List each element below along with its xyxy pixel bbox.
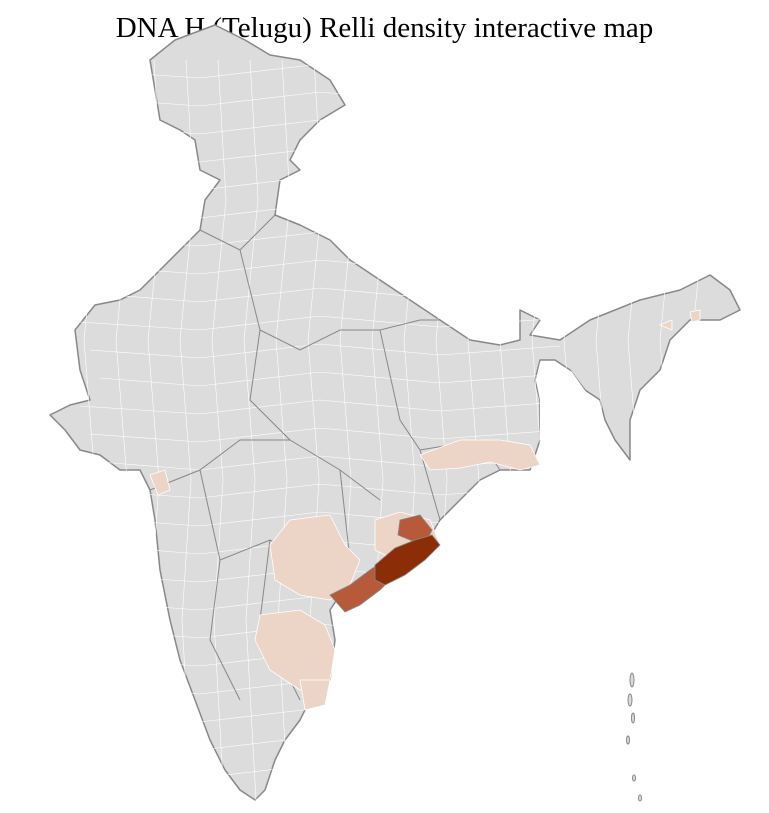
district-density-low[interactable]: [149, 469, 171, 496]
district-density-low[interactable]: [689, 309, 701, 323]
district-border: [89, 763, 561, 779]
district-border: [89, 343, 561, 359]
island[interactable]: [631, 712, 635, 724]
district-border: [563, 59, 579, 801]
state-border: [249, 329, 291, 441]
district-density-high[interactable]: [374, 534, 441, 586]
district-border: [243, 59, 259, 801]
district-border: [79, 399, 561, 415]
district-border: [691, 59, 707, 801]
district-border: [659, 59, 675, 801]
district-border: [79, 483, 561, 499]
district-border: [627, 59, 643, 801]
district-density-low[interactable]: [299, 679, 331, 711]
district-border: [89, 259, 561, 275]
state-border: [379, 329, 441, 521]
district-border: [89, 511, 561, 527]
district-border: [99, 119, 561, 135]
district-border: [371, 59, 387, 801]
district-border: [99, 287, 561, 303]
district-border: [115, 59, 131, 801]
district-border: [179, 59, 195, 801]
district-border: [79, 231, 561, 247]
district-borders: [79, 59, 707, 801]
island[interactable]: [632, 774, 636, 782]
district-border: [99, 203, 561, 219]
district-border: [89, 91, 561, 107]
district-border: [595, 59, 611, 801]
district-border: [79, 147, 561, 163]
island[interactable]: [627, 693, 633, 707]
island[interactable]: [638, 794, 642, 802]
district-border: [211, 59, 227, 801]
district-border: [83, 59, 99, 801]
district-border: [79, 63, 561, 79]
district-density-low[interactable]: [419, 439, 541, 471]
bangladesh-gap: [536, 362, 598, 450]
district-border: [89, 175, 561, 191]
district-border: [499, 59, 515, 801]
district-border: [99, 371, 561, 387]
state-border: [149, 439, 381, 501]
district-border: [403, 59, 419, 801]
district-border: [531, 59, 547, 801]
india-outline[interactable]: [49, 24, 741, 801]
island[interactable]: [626, 735, 630, 745]
district-border: [147, 59, 163, 801]
district-density-low[interactable]: [658, 319, 673, 331]
district-border: [339, 59, 355, 801]
andaman-nicobar-islands[interactable]: [626, 672, 642, 802]
district-border: [79, 735, 561, 751]
district-border: [99, 707, 561, 723]
district-border: [79, 315, 561, 331]
district-border: [435, 59, 451, 801]
state-border: [199, 469, 241, 701]
island[interactable]: [629, 672, 635, 688]
district-border: [467, 59, 483, 801]
district-border: [89, 427, 561, 443]
